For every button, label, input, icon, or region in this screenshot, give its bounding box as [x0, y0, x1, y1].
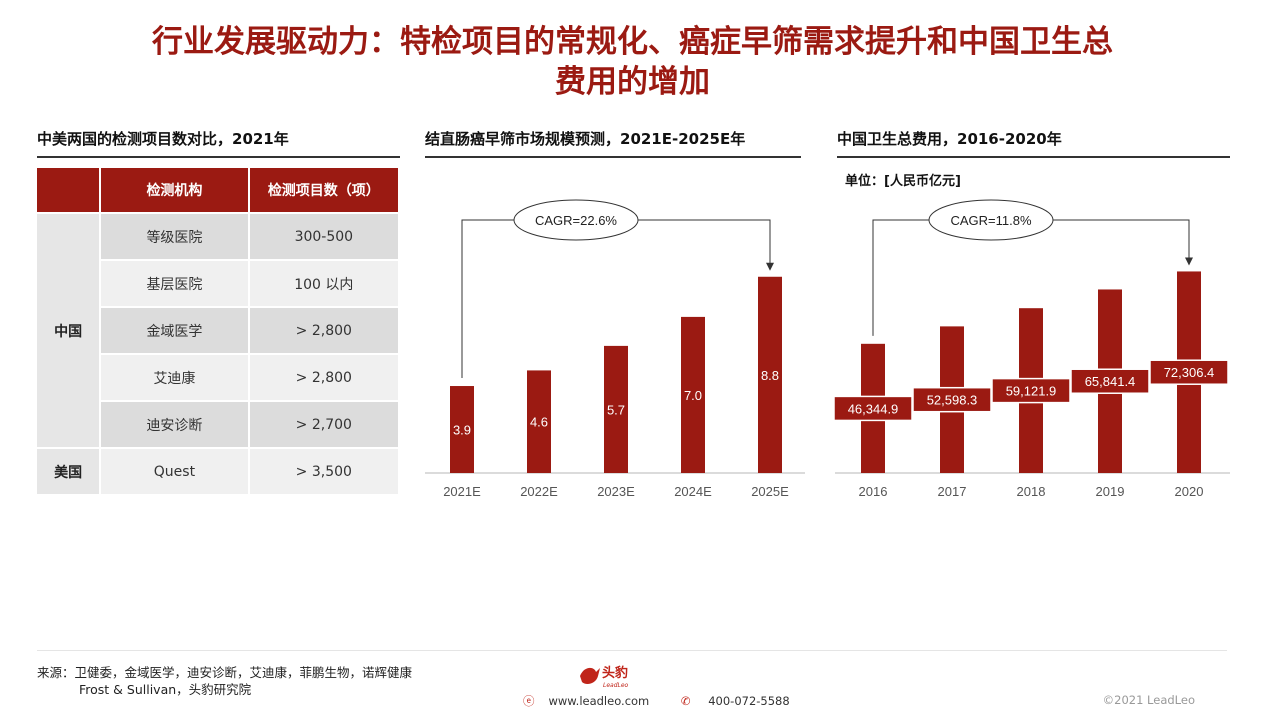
health-chart-divider — [837, 156, 1230, 158]
bar — [527, 370, 551, 473]
cagr-arrowhead — [1185, 257, 1193, 266]
globe-icon: ⓔ — [523, 694, 535, 708]
x-tick-label: 2021E — [443, 484, 481, 499]
data-label: 3.9 — [453, 423, 471, 438]
source-note: 来源：卫健委，金域医学，迪安诊断，艾迪康，菲鹏生物，诺辉健康 Frost & S… — [37, 664, 412, 698]
bar — [758, 276, 782, 473]
cagr-annotation: CAGR=11.8% — [872, 199, 1193, 336]
crc-screening-bar-chart: 2021E 3.9 2022E 4.6 2023E 5.7 2024E 7.0 2025E 8.8… — [425, 199, 805, 499]
cagr-annotation: CAGR=22.6% — [461, 199, 774, 379]
page-title: 行业发展驱动力：特检项目的常规化、癌症早筛需求提升和中国卫生总 费用的增加 — [0, 22, 1265, 102]
country-cell: 美国 — [37, 449, 102, 496]
country-cell: 中国 — [37, 214, 102, 449]
logo-text: 头豹 — [602, 665, 628, 681]
x-tick-label: 2024E — [674, 484, 712, 499]
org-cell: Quest — [101, 449, 250, 496]
data-label: 59,121.9 — [1006, 384, 1057, 399]
x-tick-label: 2023E — [597, 484, 635, 499]
logo-subtext: LeadLeo — [603, 682, 629, 689]
x-tick-label: 2025E — [751, 484, 789, 499]
table-row: 基层医院 100 以内 — [37, 261, 400, 308]
table-header-cell: 检测机构 — [101, 168, 250, 214]
table-panel-title: 中美两国的检测项目数对比，2021年 — [37, 130, 289, 148]
data-label: 4.6 — [530, 415, 548, 430]
source-line-2: Frost & Sullivan，头豹研究院 — [79, 682, 252, 697]
data-label: 8.8 — [761, 368, 779, 383]
count-cell: > 2,800 — [249, 308, 400, 355]
table-header-row: 检测机构 检测项目数（项） — [37, 168, 400, 214]
x-tick-label: 2020 — [1175, 484, 1204, 499]
phone-item: ✆ 400-072-5588 — [681, 694, 804, 708]
org-cell: 迪安诊断 — [101, 402, 250, 449]
page-title-line1: 行业发展驱动力：特检项目的常规化、癌症早筛需求提升和中国卫生总 — [152, 24, 1113, 60]
cagr-arrowhead — [766, 262, 774, 271]
cagr-text: CAGR=11.8% — [950, 213, 1031, 228]
count-cell: > 2,800 — [249, 355, 400, 402]
crc-chart-divider — [425, 156, 801, 158]
health-expenditure-bar-chart: 2016 46,344.9 2017 52,598.3 2018 59,121.9 2019… — [833, 199, 1230, 499]
table-row: 迪安诊断 > 2,700 — [37, 402, 400, 449]
footer-divider — [37, 650, 1227, 651]
source-line-1: 来源：卫健委，金域医学，迪安诊断，艾迪康，菲鹏生物，诺辉健康 — [37, 665, 413, 680]
table-row: 美国 Quest > 3,500 — [37, 449, 400, 496]
count-cell: 300-500 — [249, 214, 400, 261]
bar — [450, 386, 474, 473]
page-title-line2: 费用的增加 — [555, 64, 710, 100]
website-item[interactable]: ⓔ www.leadleo.com — [523, 694, 663, 708]
x-tick-label: 2019 — [1096, 484, 1125, 499]
contact-info: ⓔ www.leadleo.com ✆ 400-072-5588 — [523, 693, 818, 709]
data-label: 52,598.3 — [927, 393, 978, 408]
copyright: ©2021 LeadLeo — [1102, 693, 1195, 707]
bar — [681, 316, 705, 473]
data-label: 72,306.4 — [1164, 365, 1215, 380]
x-tick-label: 2017 — [938, 484, 967, 499]
data-label-box — [1149, 359, 1229, 385]
comparison-table: 检测机构 检测项目数（项） 中国 等级医院 300-500 基层医院 100 以… — [37, 168, 400, 496]
cagr-ellipse — [928, 199, 1054, 241]
org-cell: 基层医院 — [101, 261, 250, 308]
table-header-cell: 检测项目数（项） — [249, 168, 400, 214]
table-row: 金域医学 > 2,800 — [37, 308, 400, 355]
data-label-box — [912, 386, 992, 413]
table-panel-divider — [37, 156, 400, 158]
leadleo-logo: 头豹 LeadLeo — [580, 665, 629, 689]
count-cell: > 3,500 — [249, 449, 400, 496]
count-cell: 100 以内 — [249, 261, 400, 308]
data-label: 5.7 — [607, 402, 625, 417]
table-row: 艾迪康 > 2,800 — [37, 355, 400, 402]
data-label-box — [833, 395, 913, 422]
table-row: 中国 等级医院 300-500 — [37, 214, 400, 449]
x-tick-label: 2018 — [1017, 484, 1046, 499]
org-cell: 艾迪康 — [101, 355, 250, 402]
x-tick-label: 2016 — [859, 484, 888, 499]
phone-icon: ✆ — [680, 694, 691, 708]
website-link[interactable]: www.leadleo.com — [548, 694, 650, 708]
data-label: 46,344.9 — [848, 401, 899, 416]
count-cell: > 2,700 — [249, 402, 400, 449]
data-label: 7.0 — [684, 388, 702, 403]
bar — [604, 345, 628, 473]
phone-number: 400-072-5588 — [708, 694, 790, 708]
org-cell: 等级医院 — [101, 214, 250, 261]
cagr-text: CAGR=22.6% — [535, 213, 617, 228]
data-label-box — [991, 377, 1071, 404]
org-cell: 金域医学 — [101, 308, 250, 355]
data-label: 65,841.4 — [1085, 374, 1136, 389]
x-tick-label: 2022E — [520, 484, 558, 499]
health-chart-title: 中国卫生总费用，2016-2020年 — [837, 130, 1062, 148]
health-chart-unit: 单位：[人民币亿元] — [845, 174, 961, 189]
cagr-ellipse — [513, 199, 639, 241]
data-label-box — [1070, 368, 1150, 394]
table-header-cell — [37, 168, 102, 214]
crc-chart-title: 结直肠癌早筛市场规模预测，2021E-2025E年 — [425, 130, 746, 148]
